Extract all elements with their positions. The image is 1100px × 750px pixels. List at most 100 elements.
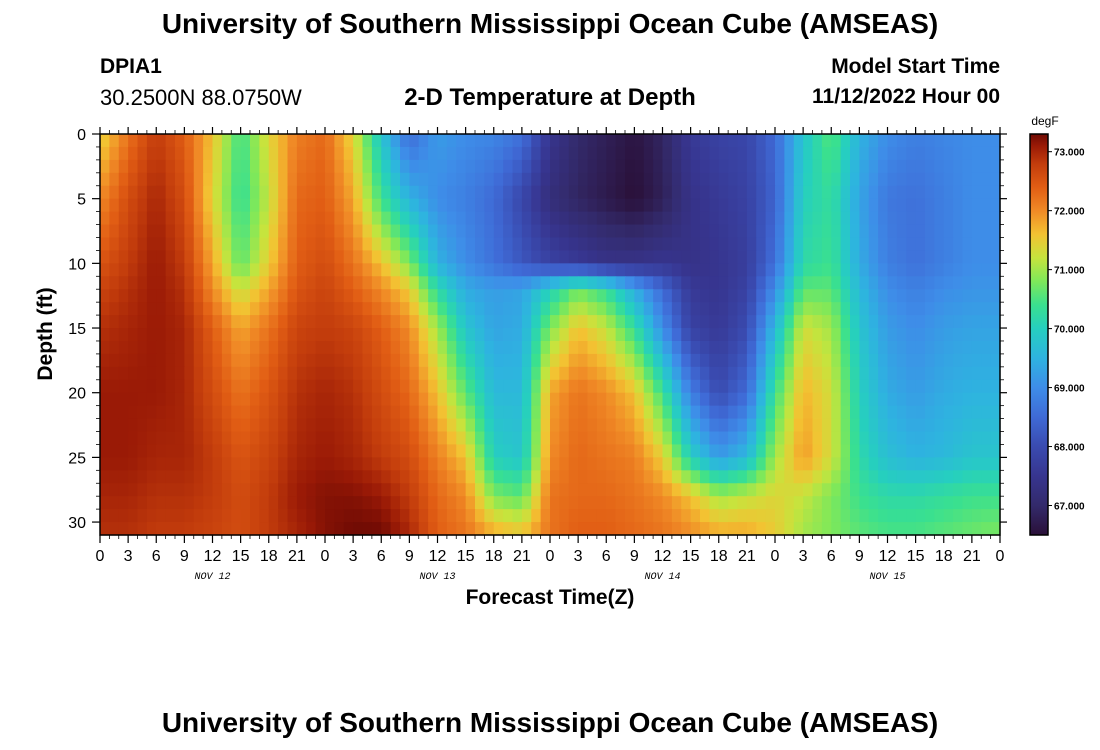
heatmap-cell xyxy=(540,263,551,277)
station-id: DPIA1 xyxy=(100,55,162,78)
heatmap-cell xyxy=(343,392,354,407)
heatmap-cell xyxy=(240,276,251,290)
heatmap-cell xyxy=(746,496,757,510)
heatmap-cell xyxy=(212,470,223,484)
heatmap-cell xyxy=(212,483,223,497)
heatmap-cell xyxy=(137,185,148,200)
heatmap-cell xyxy=(465,444,476,458)
heatmap-cell xyxy=(343,340,354,355)
heatmap-cell xyxy=(287,418,298,433)
colorbar xyxy=(1029,133,1049,536)
heatmap-cell xyxy=(343,250,354,264)
heatmap-cell xyxy=(718,302,729,316)
heatmap-cell xyxy=(296,405,307,420)
heatmap-cell xyxy=(943,483,954,497)
heatmap-cell xyxy=(615,237,626,252)
heatmap-cell xyxy=(775,224,785,239)
heatmap-cell xyxy=(934,263,945,277)
heatmap-cell xyxy=(428,522,439,536)
heatmap-cell xyxy=(400,457,410,471)
heatmap-cell xyxy=(718,159,729,174)
heatmap-cell xyxy=(896,315,907,329)
heatmap-cell xyxy=(690,444,701,458)
heatmap-cell xyxy=(175,250,185,264)
heatmap-cell xyxy=(662,353,673,368)
heatmap-cell xyxy=(128,276,139,290)
heatmap-cell xyxy=(400,289,410,303)
heatmap-cell xyxy=(793,392,804,407)
heatmap-cell xyxy=(878,405,889,420)
heatmap-cell xyxy=(137,366,148,381)
heatmap-cell xyxy=(850,353,860,368)
heatmap-cell xyxy=(325,172,335,187)
heatmap-cell xyxy=(250,379,260,394)
heatmap-cell xyxy=(315,509,326,523)
heatmap-cell xyxy=(409,392,420,407)
heatmap-cell xyxy=(606,146,617,161)
heatmap-cell xyxy=(371,522,382,536)
heatmap-cell xyxy=(643,237,654,252)
heatmap-cell xyxy=(221,522,232,536)
heatmap-cell xyxy=(381,483,392,497)
heatmap-cell xyxy=(868,353,879,368)
heatmap-cell xyxy=(662,263,673,277)
heatmap-cell xyxy=(887,522,898,536)
heatmap-cell xyxy=(887,302,898,316)
heatmap-cell xyxy=(812,457,823,471)
heatmap-cell xyxy=(334,470,345,484)
heatmap-cell xyxy=(606,198,617,213)
heatmap-cell xyxy=(718,250,729,264)
heatmap-cell xyxy=(193,276,204,290)
heatmap-cell xyxy=(934,146,945,161)
heatmap-cell xyxy=(240,185,251,200)
heatmap-cell xyxy=(690,418,701,433)
heatmap-cell xyxy=(221,289,232,303)
heatmap-cell xyxy=(109,211,120,226)
heatmap-cell xyxy=(803,289,814,303)
heatmap-cell xyxy=(128,470,139,484)
heatmap-cell xyxy=(981,328,992,342)
heatmap-cell xyxy=(587,353,598,368)
heatmap-cell xyxy=(306,328,317,342)
heatmap-cell xyxy=(878,366,889,381)
heatmap-cell xyxy=(221,431,232,446)
heatmap-cell xyxy=(625,340,635,355)
heatmap-cell xyxy=(118,340,129,355)
heatmap-cell xyxy=(203,276,214,290)
heatmap-cell xyxy=(165,418,176,433)
heatmap-cell xyxy=(315,237,326,252)
heatmap-cell xyxy=(484,315,495,329)
heatmap-cell xyxy=(934,198,945,213)
x-tick-label: 0 xyxy=(546,548,555,565)
heatmap-cell xyxy=(353,379,364,394)
heatmap-cell xyxy=(831,134,842,148)
heatmap-cell xyxy=(793,276,804,290)
heatmap-cell xyxy=(278,366,289,381)
heatmap-cell xyxy=(465,522,476,536)
heatmap-cell xyxy=(409,159,420,174)
heatmap-cell xyxy=(484,250,495,264)
heatmap-cell xyxy=(625,522,635,536)
heatmap-cell xyxy=(690,509,701,523)
heatmap-cell xyxy=(381,405,392,420)
heatmap-cell xyxy=(587,457,598,471)
heatmap-cell xyxy=(671,146,682,161)
heatmap-cell xyxy=(709,198,720,213)
heatmap-cell xyxy=(484,509,495,523)
heatmap-cell xyxy=(325,353,335,368)
heatmap-cell xyxy=(728,211,739,226)
heatmap-cell xyxy=(690,470,701,484)
heatmap-cell xyxy=(503,444,514,458)
heatmap-cell xyxy=(306,483,317,497)
heatmap-cell xyxy=(812,509,823,523)
heatmap-cell xyxy=(306,522,317,536)
heatmap-cell xyxy=(381,457,392,471)
heatmap-cell xyxy=(146,509,157,523)
heatmap-cell xyxy=(962,366,973,381)
heatmap-cell xyxy=(475,340,485,355)
heatmap-cell xyxy=(831,509,842,523)
heatmap-cell xyxy=(100,146,110,161)
heatmap-cell xyxy=(296,392,307,407)
heatmap-cell xyxy=(943,289,954,303)
heatmap-cell xyxy=(250,457,260,471)
